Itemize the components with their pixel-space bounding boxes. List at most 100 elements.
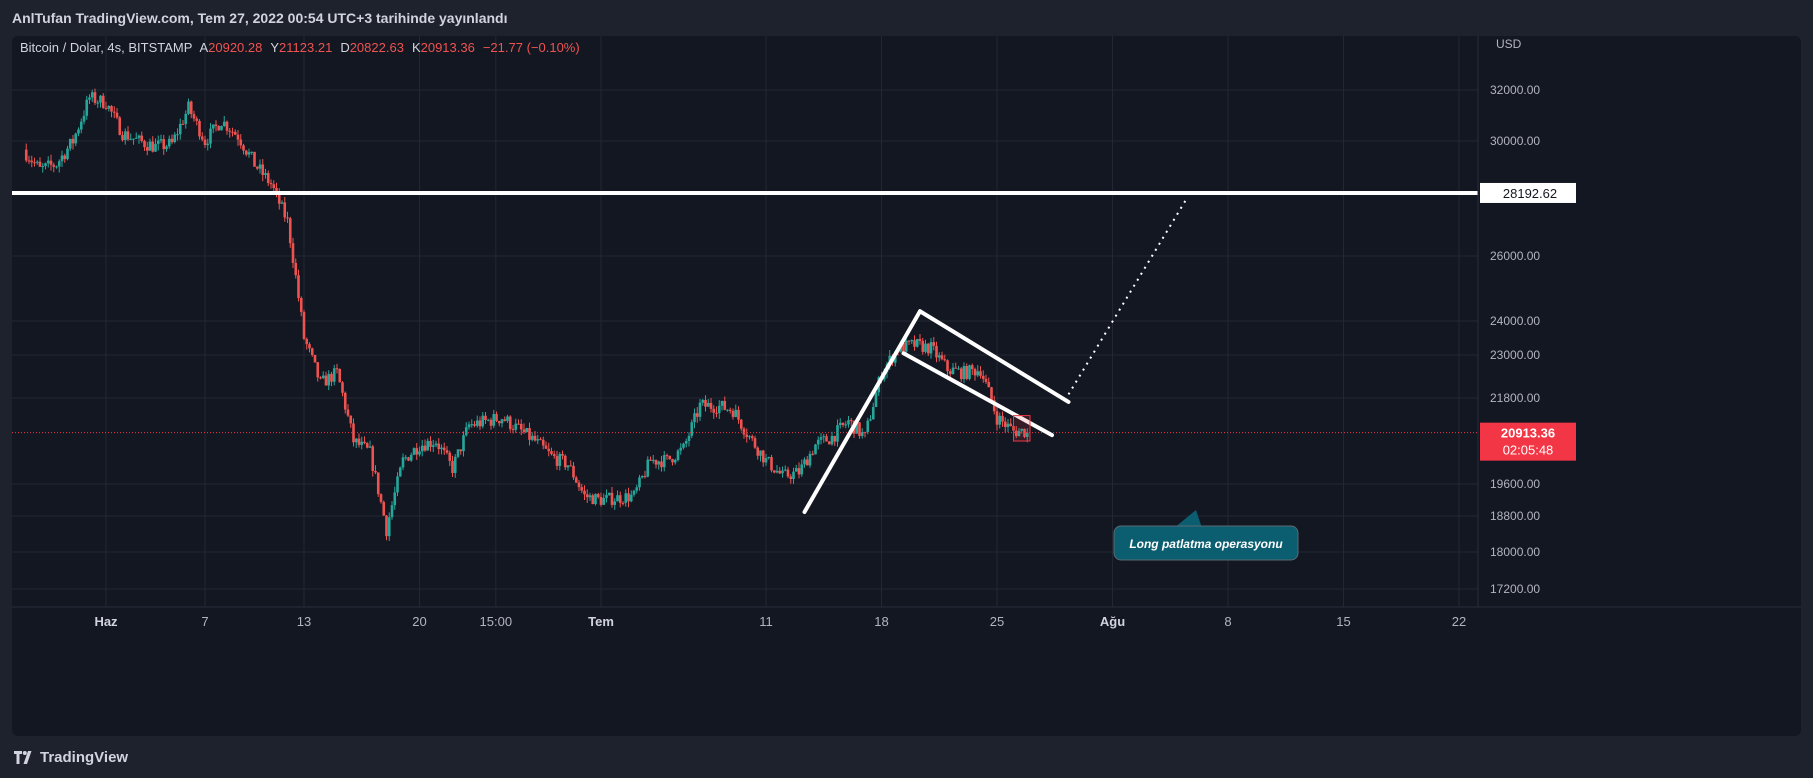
grid — [12, 36, 1478, 607]
candle-body — [984, 378, 988, 382]
candle-body — [761, 450, 765, 463]
candle-body — [467, 424, 471, 428]
candle-body — [126, 131, 130, 140]
candle-body — [459, 449, 463, 452]
callout-text: Long patlatma operasyonu — [1129, 537, 1283, 551]
candle-body — [1025, 432, 1029, 437]
chart-panel[interactable]: Long patlatma operasyonu USD 32000.00 300… — [12, 36, 1801, 736]
candle-body — [800, 464, 804, 475]
candle-body — [214, 124, 218, 127]
candle-body — [616, 495, 619, 502]
candlestick-chart[interactable]: Long patlatma operasyonu USD 32000.00 300… — [12, 36, 1801, 736]
candle-body — [379, 494, 383, 502]
candle-body — [836, 425, 839, 442]
time-tick-label: 25 — [990, 614, 1004, 629]
candle-body — [357, 438, 361, 445]
candle-body — [508, 416, 512, 429]
candle-body — [393, 492, 397, 506]
price-tick-label: 26000.00 — [1490, 249, 1540, 263]
candle-body — [495, 414, 498, 422]
candle-body — [341, 382, 344, 393]
candle-body — [231, 131, 234, 133]
candle-body — [563, 455, 567, 468]
publisher-line: AnlTufan TradingView.com, Tem 27, 2022 0… — [12, 10, 508, 26]
candle-body — [530, 435, 534, 440]
candle-body — [211, 124, 215, 129]
candle-body — [288, 218, 292, 244]
candle-body — [698, 402, 702, 417]
candle-body — [679, 447, 683, 451]
candle-body — [805, 459, 809, 466]
candle-body — [728, 409, 732, 412]
candle-body — [943, 359, 947, 361]
candle-body — [308, 344, 311, 349]
candle-body — [123, 131, 127, 141]
candle-body — [638, 477, 641, 488]
drawings[interactable]: Long patlatma operasyonu — [12, 190, 1478, 561]
candle-body — [266, 173, 270, 183]
candle-body — [294, 262, 298, 276]
candle-body — [915, 339, 919, 347]
candle-body — [90, 92, 94, 98]
candle-body — [544, 445, 548, 449]
candle-body — [162, 139, 166, 150]
candle-body — [500, 419, 504, 424]
candle-body — [376, 472, 380, 495]
candle-body — [464, 427, 468, 436]
candle-body — [189, 101, 193, 115]
candle-body — [407, 457, 410, 461]
candle-body — [330, 373, 333, 382]
candle-body — [995, 411, 999, 425]
candle-body — [489, 419, 493, 426]
tradingview-logo[interactable]: TradingView — [14, 746, 128, 768]
candle-body — [324, 375, 328, 386]
candle-body — [401, 457, 405, 468]
candle-body — [646, 459, 650, 477]
candle-body — [811, 453, 815, 455]
candle-body — [184, 113, 188, 124]
legend-symbol: Bitcoin / Dolar, 4s, BITSTAMP — [20, 40, 192, 55]
candle-body — [792, 471, 795, 480]
legend-open-value: 20920.28 — [208, 40, 262, 55]
candle-body — [514, 423, 518, 430]
candle-body — [734, 409, 738, 417]
candle-body — [440, 447, 443, 450]
candle-body — [156, 140, 160, 144]
candle-body — [209, 128, 212, 144]
price-axis[interactable]: USD 32000.00 30000.00 26000.00 24000.00 2300… — [1477, 36, 1576, 607]
candle-body — [822, 436, 826, 438]
candle-body — [140, 135, 144, 141]
candle-body — [385, 515, 388, 537]
time-tick-label: 13 — [297, 614, 311, 629]
legend-open-label: A — [199, 40, 208, 55]
ohlc-legend: Bitcoin / Dolar, 4s, BITSTAMP A20920.28 Y2… — [20, 40, 580, 55]
time-axis[interactable]: Haz 7 13 20 15:00 Tem 11 18 25 Ağu 8 15 22 — [12, 606, 1801, 629]
candle-body — [946, 360, 949, 372]
candle-body — [382, 501, 386, 516]
candle-body — [195, 118, 199, 121]
price-tick-label: 21800.00 — [1490, 391, 1540, 405]
candle-body — [772, 470, 776, 473]
candle-body — [85, 99, 89, 116]
candle-body — [145, 147, 149, 151]
candle-body — [935, 345, 938, 358]
candle-body — [371, 446, 375, 471]
candle-body — [536, 439, 540, 441]
candle-body — [629, 494, 633, 502]
candle-body — [143, 140, 146, 148]
candle-body — [396, 476, 399, 493]
candle-body — [431, 445, 435, 447]
candle-body — [313, 354, 317, 363]
candle-body — [71, 138, 75, 144]
candle-body — [275, 187, 278, 192]
candle-body — [561, 453, 564, 456]
candle-body — [803, 459, 806, 465]
candle-body — [643, 475, 647, 477]
candle-body — [82, 115, 86, 122]
tradingview-logo-icon — [14, 750, 34, 764]
candle-body — [286, 217, 289, 219]
candle-body — [715, 412, 718, 414]
last-price-tag — [1480, 422, 1576, 461]
legend-high-value: 21123.21 — [279, 40, 332, 55]
candle-body — [302, 312, 306, 339]
